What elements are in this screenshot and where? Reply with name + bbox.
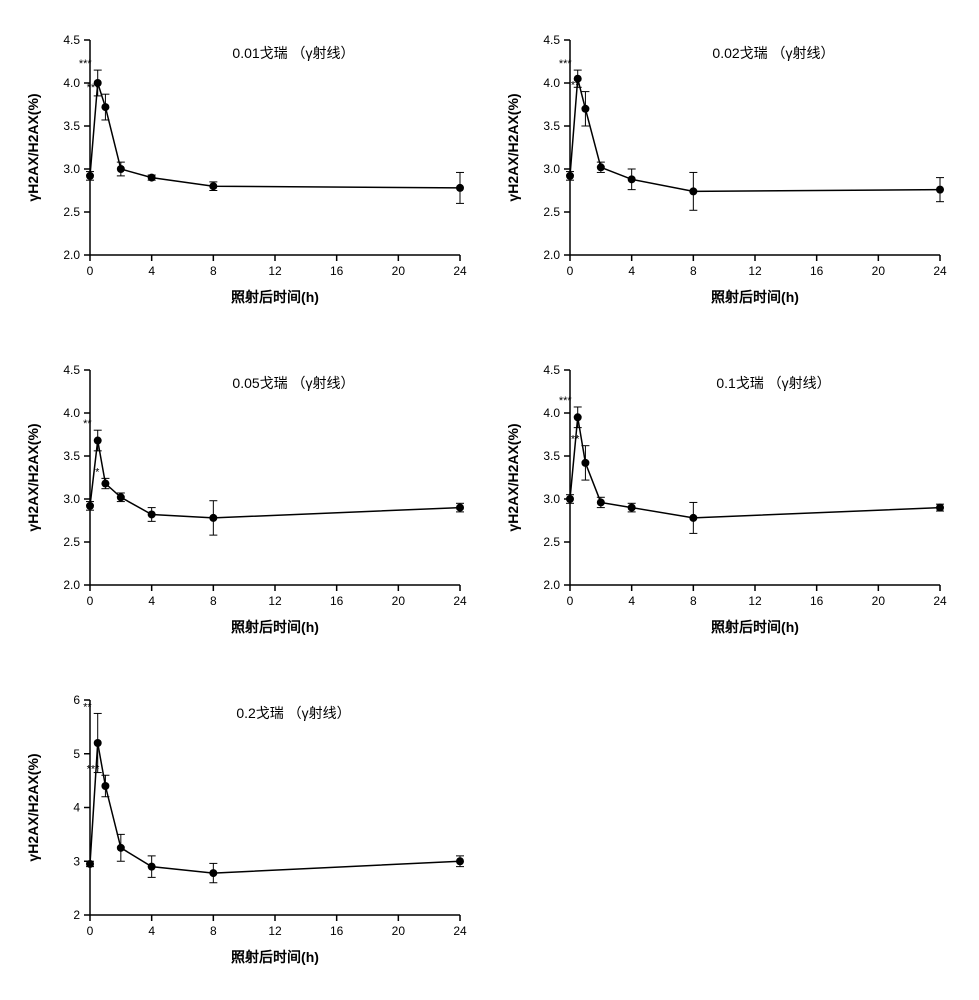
svg-text:8: 8 bbox=[210, 264, 217, 278]
svg-text:4: 4 bbox=[148, 594, 155, 608]
svg-text:8: 8 bbox=[690, 594, 697, 608]
svg-text:4.0: 4.0 bbox=[543, 76, 560, 90]
svg-text:**: ** bbox=[83, 418, 92, 430]
svg-text:4.0: 4.0 bbox=[63, 406, 80, 420]
svg-text:0: 0 bbox=[87, 924, 94, 938]
svg-text:***: *** bbox=[79, 58, 93, 70]
svg-text:4: 4 bbox=[73, 801, 80, 815]
svg-text:***: *** bbox=[559, 395, 573, 407]
svg-text:20: 20 bbox=[872, 264, 886, 278]
svg-text:24: 24 bbox=[453, 924, 467, 938]
svg-text:12: 12 bbox=[268, 924, 282, 938]
svg-text:20: 20 bbox=[392, 924, 406, 938]
svg-text:4.5: 4.5 bbox=[63, 33, 80, 47]
svg-text:0: 0 bbox=[87, 264, 94, 278]
svg-text:20: 20 bbox=[872, 594, 886, 608]
svg-text:4.5: 4.5 bbox=[543, 33, 560, 47]
svg-text:3.0: 3.0 bbox=[543, 162, 560, 176]
svg-text:γH2AX/H2AX(%): γH2AX/H2AX(%) bbox=[505, 423, 521, 531]
svg-text:12: 12 bbox=[268, 594, 282, 608]
svg-text:3.5: 3.5 bbox=[63, 449, 80, 463]
panel-1: 048121620242.02.53.03.54.04.5*****照射后时间(… bbox=[500, 20, 960, 320]
svg-text:8: 8 bbox=[210, 924, 217, 938]
svg-text:2.5: 2.5 bbox=[543, 535, 560, 549]
svg-text:12: 12 bbox=[748, 594, 762, 608]
svg-text:4: 4 bbox=[628, 594, 635, 608]
svg-text:24: 24 bbox=[933, 594, 947, 608]
svg-text:16: 16 bbox=[330, 264, 344, 278]
svg-text:2.5: 2.5 bbox=[63, 205, 80, 219]
svg-text:3.5: 3.5 bbox=[543, 119, 560, 133]
svg-text:γH2AX/H2AX(%): γH2AX/H2AX(%) bbox=[505, 93, 521, 201]
svg-text:8: 8 bbox=[210, 594, 217, 608]
svg-text:0: 0 bbox=[87, 594, 94, 608]
svg-text:24: 24 bbox=[933, 264, 947, 278]
svg-text:20: 20 bbox=[392, 594, 406, 608]
panel-3: 048121620242.02.53.03.54.04.5*****照射后时间(… bbox=[500, 350, 960, 650]
svg-text:20: 20 bbox=[392, 264, 406, 278]
svg-text:2: 2 bbox=[73, 908, 80, 922]
svg-text:5: 5 bbox=[73, 747, 80, 761]
svg-text:2.5: 2.5 bbox=[63, 535, 80, 549]
svg-text:24: 24 bbox=[453, 594, 467, 608]
svg-text:照射后时间(h): 照射后时间(h) bbox=[231, 949, 319, 965]
svg-text:**: ** bbox=[571, 80, 580, 92]
svg-text:3.0: 3.0 bbox=[63, 492, 80, 506]
svg-text:4.0: 4.0 bbox=[63, 76, 80, 90]
svg-text:0.1戈瑞 （γ射线）: 0.1戈瑞 （γ射线） bbox=[716, 375, 830, 391]
svg-text:8: 8 bbox=[690, 264, 697, 278]
svg-text:γH2AX/H2AX(%): γH2AX/H2AX(%) bbox=[25, 753, 41, 861]
svg-text:γH2AX/H2AX(%): γH2AX/H2AX(%) bbox=[25, 423, 41, 531]
svg-text:*: * bbox=[95, 466, 100, 478]
svg-text:γH2AX/H2AX(%): γH2AX/H2AX(%) bbox=[25, 93, 41, 201]
svg-text:***: *** bbox=[87, 82, 101, 94]
svg-text:4.5: 4.5 bbox=[543, 363, 560, 377]
panel-4: 0481216202423456*****照射后时间(h)γH2AX/H2AX(… bbox=[20, 680, 480, 980]
panel-2: 048121620242.02.53.03.54.04.5***照射后时间(h)… bbox=[20, 350, 480, 650]
svg-text:照射后时间(h): 照射后时间(h) bbox=[231, 289, 319, 305]
svg-text:4.5: 4.5 bbox=[63, 363, 80, 377]
svg-text:6: 6 bbox=[73, 693, 80, 707]
svg-text:照射后时间(h): 照射后时间(h) bbox=[711, 619, 799, 635]
svg-text:照射后时间(h): 照射后时间(h) bbox=[711, 289, 799, 305]
svg-text:12: 12 bbox=[748, 264, 762, 278]
panel-0: 0 4 8 12 16 20 24 2.0 2.5 3.0 3.5 4.0 4.5 *** *** 照射后时间… bbox=[20, 20, 480, 320]
svg-text:4: 4 bbox=[148, 264, 155, 278]
svg-text:0.05戈瑞 （γ射线）: 0.05戈瑞 （γ射线） bbox=[232, 375, 354, 391]
svg-text:16: 16 bbox=[810, 264, 824, 278]
svg-text:0.01戈瑞 （γ射线）: 0.01戈瑞 （γ射线） bbox=[232, 45, 354, 61]
svg-text:2.5: 2.5 bbox=[543, 205, 560, 219]
svg-text:**: ** bbox=[571, 434, 580, 446]
svg-text:2.0: 2.0 bbox=[63, 578, 80, 592]
svg-text:0.02戈瑞 （γ射线）: 0.02戈瑞 （γ射线） bbox=[712, 45, 834, 61]
svg-text:3.0: 3.0 bbox=[543, 492, 560, 506]
svg-text:2.0: 2.0 bbox=[543, 248, 560, 262]
svg-text:3.0: 3.0 bbox=[63, 162, 80, 176]
svg-text:***: *** bbox=[87, 763, 101, 775]
svg-text:2.0: 2.0 bbox=[543, 578, 560, 592]
svg-text:***: *** bbox=[559, 58, 573, 70]
svg-text:12: 12 bbox=[268, 264, 282, 278]
svg-text:16: 16 bbox=[810, 594, 824, 608]
svg-text:4.0: 4.0 bbox=[543, 406, 560, 420]
svg-text:照射后时间(h): 照射后时间(h) bbox=[231, 619, 319, 635]
svg-text:4: 4 bbox=[628, 264, 635, 278]
svg-text:0: 0 bbox=[567, 594, 574, 608]
svg-text:3: 3 bbox=[73, 854, 80, 868]
svg-text:16: 16 bbox=[330, 594, 344, 608]
svg-text:24: 24 bbox=[453, 264, 467, 278]
svg-text:16: 16 bbox=[330, 924, 344, 938]
chart-grid: 048121620242.02.53.03.54.04.5******照射后时间… bbox=[20, 20, 959, 980]
svg-text:**: ** bbox=[83, 701, 92, 713]
svg-text:0: 0 bbox=[567, 264, 574, 278]
svg-text:4: 4 bbox=[148, 924, 155, 938]
svg-text:3.5: 3.5 bbox=[543, 449, 560, 463]
svg-text:3.5: 3.5 bbox=[63, 119, 80, 133]
svg-text:2.0: 2.0 bbox=[63, 248, 80, 262]
svg-text:0.2戈瑞 （γ射线）: 0.2戈瑞 （γ射线） bbox=[236, 705, 350, 721]
